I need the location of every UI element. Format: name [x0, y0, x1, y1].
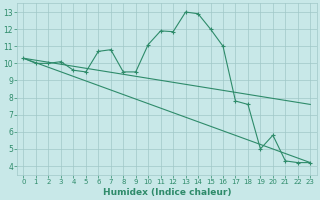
X-axis label: Humidex (Indice chaleur): Humidex (Indice chaleur) — [103, 188, 231, 197]
